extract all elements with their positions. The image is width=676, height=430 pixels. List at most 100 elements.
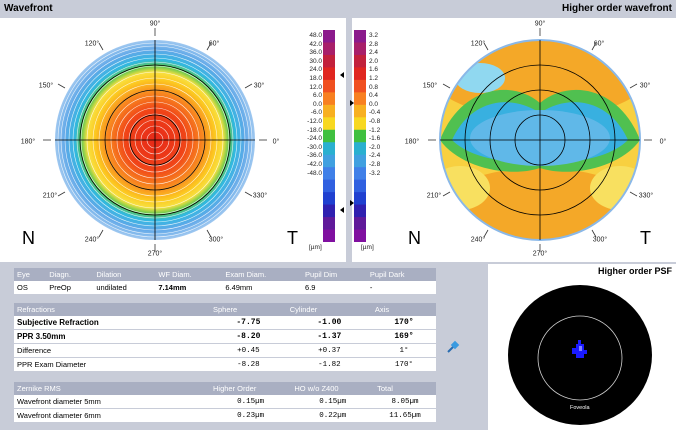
scale-tick-label: 48.0 (309, 32, 322, 39)
ho-label-300: 300° (592, 236, 608, 244)
scale-swatch (323, 179, 335, 193)
scale-tick-label: 24.0 (309, 66, 322, 74)
scale-swatch (354, 192, 366, 206)
label-150: 150° (38, 82, 54, 90)
nasal-label: N (22, 228, 35, 248)
scale-tick-label: -2.0 (369, 143, 381, 151)
scale-tick-label: -2.8 (369, 160, 381, 168)
sphere-value: +0.45 (210, 343, 287, 358)
ho-label-270: 270° (532, 250, 548, 258)
scale-swatch (354, 79, 366, 93)
scale-swatch (323, 42, 335, 56)
row-label: Wavefront diameter 6mm (14, 408, 210, 423)
scale-tick-label: -24.0 (307, 135, 322, 143)
ho-label-120: 120° (470, 40, 486, 48)
scale-swatch (354, 142, 366, 156)
color-scale-left (323, 30, 335, 242)
scale-swatch (323, 104, 335, 118)
ho-wo-value: 0.15µm (291, 395, 375, 409)
table-row: PPR 3.50mm -8.20 -1.37 169° (14, 329, 436, 344)
psf-title: Higher order PSF (597, 266, 672, 276)
scale-marker-upper (340, 72, 344, 78)
scale-tick-label: 2.4 (369, 49, 379, 57)
scale-swatch (354, 104, 366, 118)
scale-tick-label: -1.2 (369, 126, 381, 134)
higher-order-wavefront-map (428, 28, 652, 252)
table-row: PPR Exam Diameter -8.28 -1.82 170° (14, 357, 436, 372)
ho-wo-value: 0.22µm (291, 408, 375, 423)
hdr-total: Total (374, 382, 436, 395)
axis-value: 1° (371, 343, 436, 358)
scale-swatch (323, 192, 335, 206)
wavefront-map (43, 28, 267, 252)
cylinder-value: -1.00 (286, 316, 372, 330)
scale-swatch (354, 30, 366, 43)
scale-tick-label: 3.2 (369, 32, 379, 39)
scale-swatch (354, 67, 366, 81)
val-eye: OS (14, 281, 47, 295)
ho-value: 0.15µm (210, 395, 292, 409)
scale-tick-label: -48.0 (307, 169, 322, 177)
title-bar (0, 0, 676, 18)
ho-label-240: 240° (470, 236, 486, 244)
scale-tick-label: 42.0 (309, 40, 322, 48)
scale-swatch (323, 67, 335, 81)
ho-label-90: 90° (534, 20, 546, 28)
hdr-pupil-dim: Pupil Dim (302, 268, 367, 281)
table-row: Difference +0.45 +0.37 1° (14, 343, 436, 358)
row-label: Subjective Refraction (14, 316, 210, 330)
scale-marker-right-upper (350, 100, 354, 106)
exam-info-table: Eye Diagn. Dilation WF Diam. Exam Diam. … (14, 268, 436, 295)
total-value: 11.65µm (374, 408, 436, 423)
scale-unit-right: [µm] (361, 244, 374, 251)
scale-swatch (354, 129, 366, 143)
scale-tick-label: -1.6 (369, 135, 381, 143)
scale-swatch (323, 117, 335, 131)
row-label: PPR Exam Diameter (14, 357, 210, 372)
label-240: 240° (84, 236, 100, 244)
scale-swatch (354, 92, 366, 106)
color-scale-right (354, 30, 366, 242)
table-row: Wavefront diameter 5mm 0.15µm 0.15µm 8.0… (14, 395, 436, 409)
sphere-value: -7.75 (210, 316, 287, 330)
label-60: 60° (208, 40, 220, 48)
table-row: Wavefront diameter 6mm 0.23µm 0.22µm 11.… (14, 408, 436, 423)
scale-tick-label: 36.0 (309, 49, 322, 57)
ho-label-180: 180° (404, 138, 420, 146)
scale-swatch (323, 92, 335, 106)
total-value: 8.05µm (374, 395, 436, 409)
scale-swatch (354, 167, 366, 181)
row-label: Wavefront diameter 5mm (14, 395, 210, 409)
scale-labels-right: 3.2 2.8 2.4 2.0 1.6 1.2 0.8 0.4 0.0 -0.4 -0.8 -1.2-… (369, 32, 391, 178)
scale-swatch (323, 129, 335, 143)
panel-divider (346, 0, 352, 262)
label-0: 0° (272, 138, 280, 146)
scale-tick-label: -42.0 (307, 160, 322, 168)
cylinder-value: -1.37 (286, 329, 372, 344)
temporal-label: T (287, 228, 298, 248)
hdr-eye: Eye (14, 268, 47, 281)
hdr-dilation: Dilation (93, 268, 156, 281)
pin-icon[interactable] (446, 340, 460, 354)
scale-swatch (354, 204, 366, 218)
scale-tick-label: -3.2 (369, 169, 381, 177)
ho-label-150: 150° (422, 82, 438, 90)
scale-tick-label: -0.4 (369, 109, 381, 117)
scale-tick-label: 18.0 (309, 74, 322, 82)
cylinder-value: +0.37 (286, 343, 372, 358)
label-120: 120° (84, 40, 100, 48)
label-300: 300° (208, 236, 224, 244)
wavefront-title: Wavefront (4, 3, 53, 14)
scale-swatch (354, 154, 366, 168)
val-exam-diam: 6.49mm (222, 281, 303, 295)
scale-tick-label: 1.6 (369, 66, 379, 74)
scale-swatch (354, 117, 366, 131)
val-diagn: PreOp (46, 281, 94, 295)
ho-nasal-label: N (408, 228, 421, 248)
scale-swatch (323, 167, 335, 181)
axis-value: 170° (371, 357, 436, 372)
ho-label-0: 0° (659, 138, 667, 146)
refraction-table: Refractions Sphere Cylinder Axis Subject… (14, 303, 436, 372)
scale-tick-label: 2.8 (369, 40, 379, 48)
scale-tick-label: -6.0 (310, 109, 322, 117)
